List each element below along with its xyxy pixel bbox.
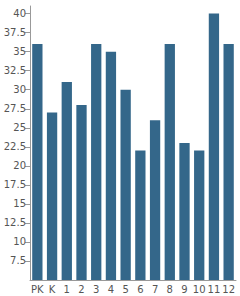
svg-text:8: 8 bbox=[167, 284, 173, 295]
svg-text:35: 35 bbox=[13, 46, 26, 57]
svg-text:2: 2 bbox=[78, 284, 84, 295]
svg-text:6: 6 bbox=[137, 284, 143, 295]
svg-text:4: 4 bbox=[108, 284, 114, 295]
svg-text:7.5: 7.5 bbox=[10, 255, 26, 266]
svg-text:17.5: 17.5 bbox=[4, 179, 26, 190]
svg-text:22.5: 22.5 bbox=[4, 141, 26, 152]
svg-text:9: 9 bbox=[181, 284, 187, 295]
svg-text:32.5: 32.5 bbox=[4, 65, 26, 76]
svg-text:30: 30 bbox=[13, 84, 26, 95]
svg-text:20: 20 bbox=[13, 160, 26, 171]
svg-text:10: 10 bbox=[193, 284, 206, 295]
svg-text:K: K bbox=[49, 284, 56, 295]
svg-text:37.5: 37.5 bbox=[4, 27, 26, 38]
svg-text:5: 5 bbox=[122, 284, 128, 295]
svg-text:1: 1 bbox=[64, 284, 70, 295]
svg-text:40: 40 bbox=[13, 8, 26, 19]
svg-text:27.5: 27.5 bbox=[4, 103, 26, 114]
svg-text:15: 15 bbox=[13, 198, 26, 209]
svg-text:11: 11 bbox=[208, 284, 221, 295]
svg-text:12: 12 bbox=[222, 284, 235, 295]
svg-text:12.5: 12.5 bbox=[4, 217, 26, 228]
svg-text:7: 7 bbox=[152, 284, 158, 295]
svg-text:10: 10 bbox=[13, 236, 26, 247]
svg-text:3: 3 bbox=[93, 284, 99, 295]
svg-text:PK: PK bbox=[31, 284, 44, 295]
svg-text:25: 25 bbox=[13, 122, 26, 133]
